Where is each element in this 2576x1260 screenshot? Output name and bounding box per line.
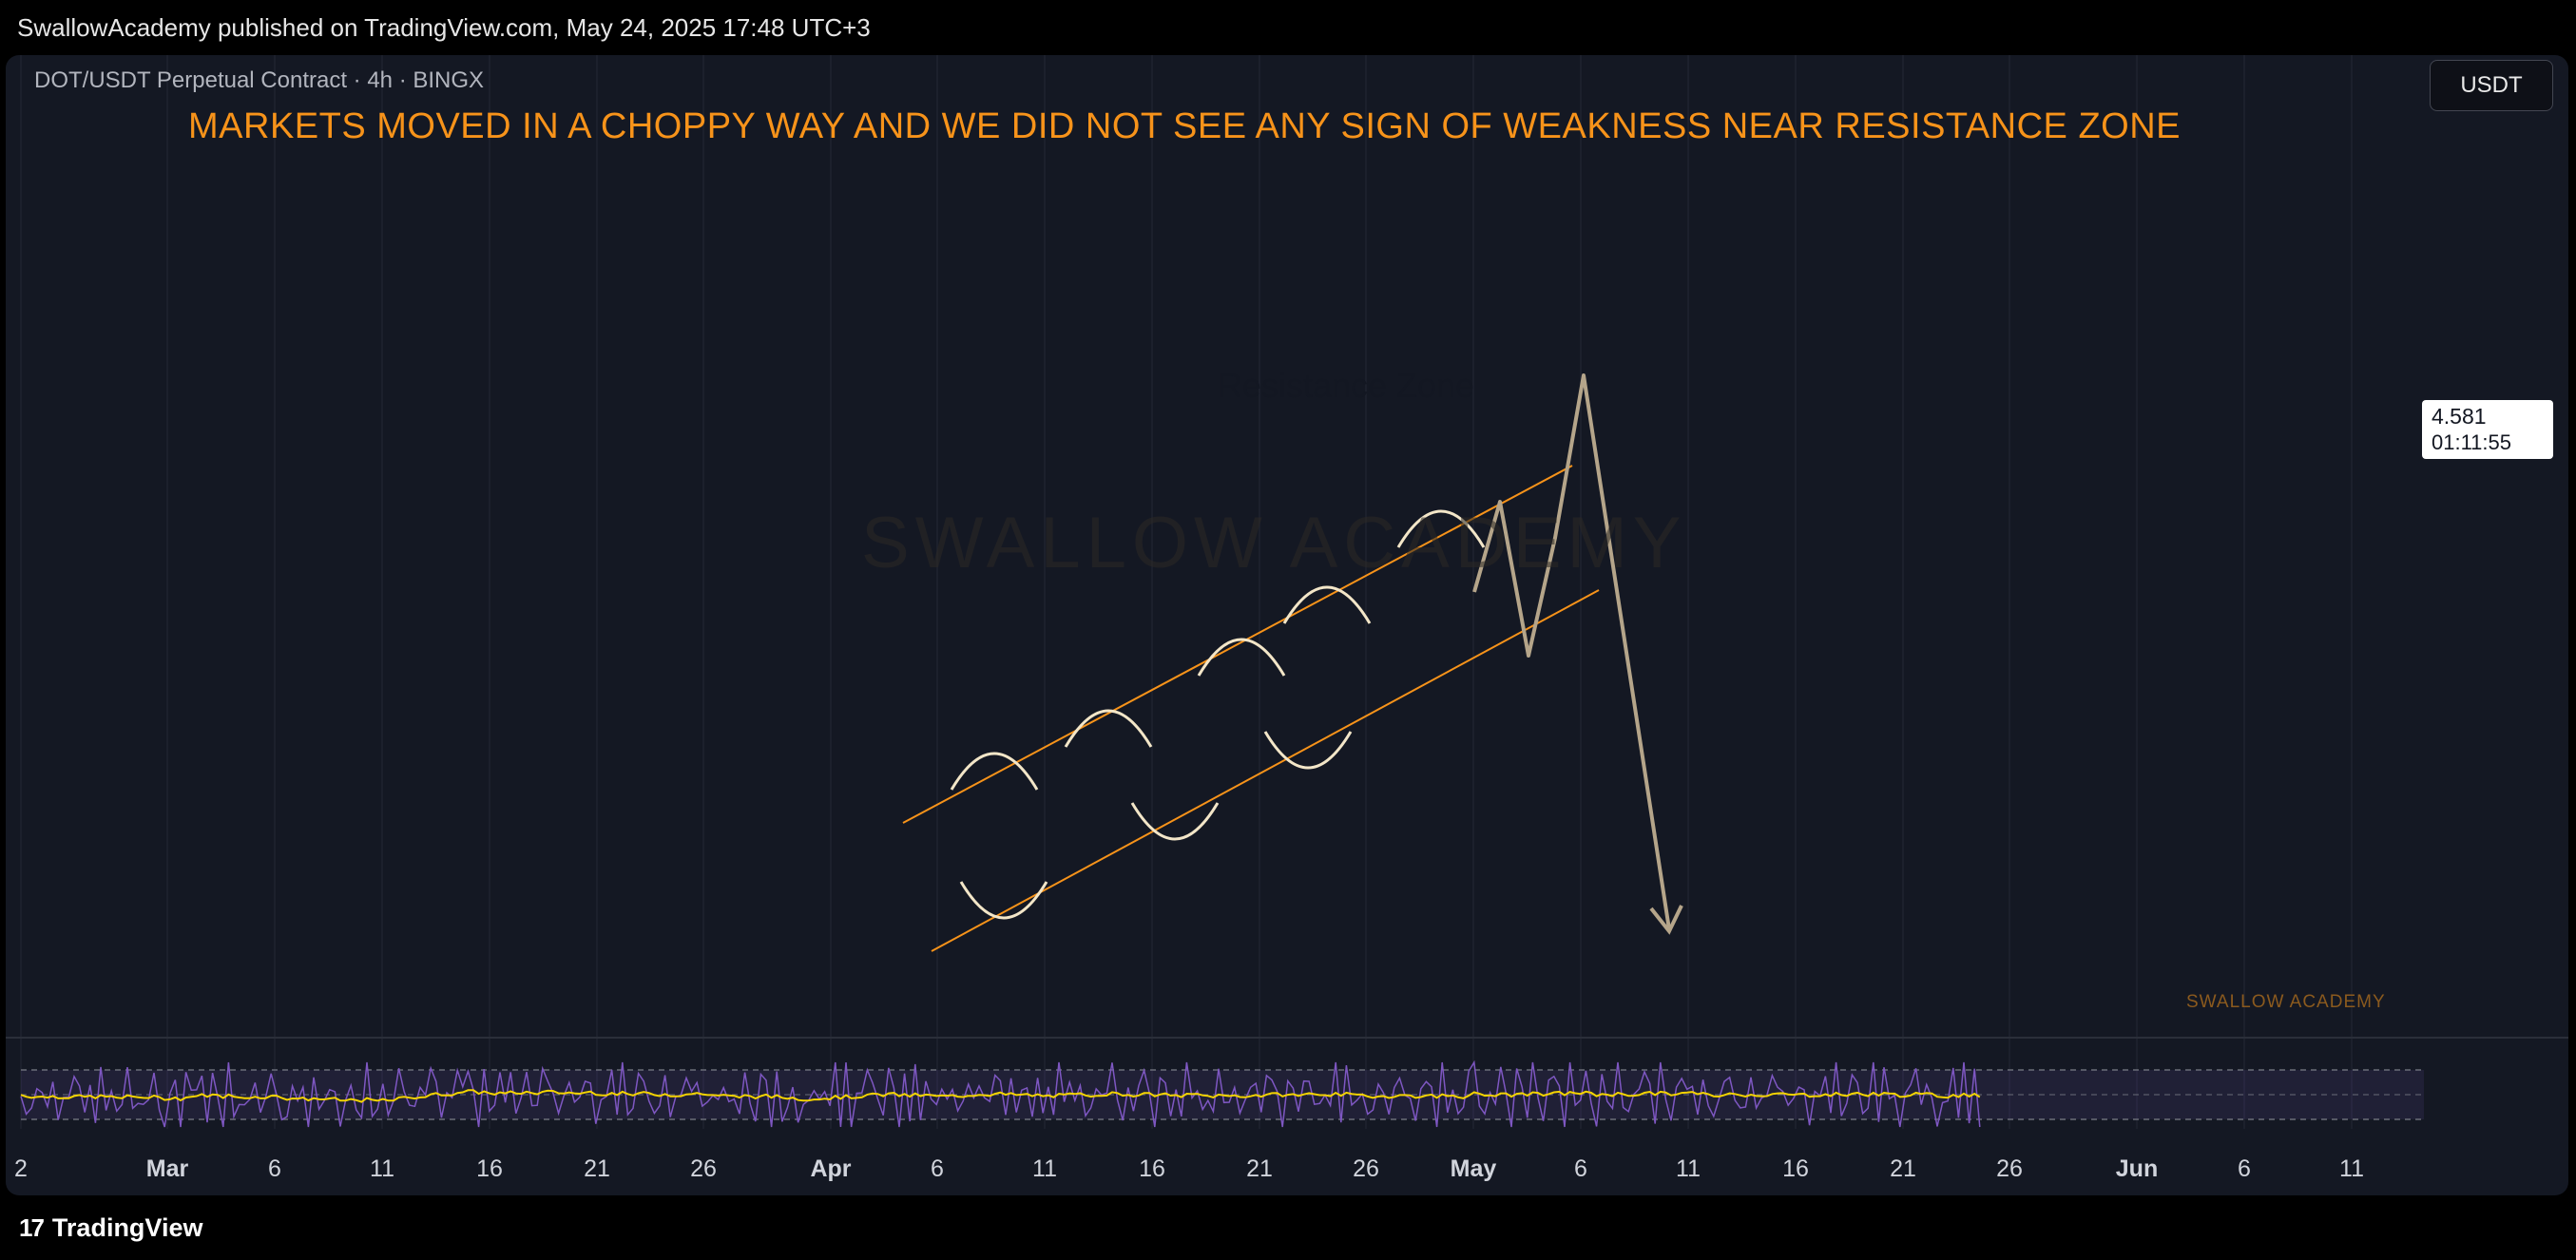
x-tick-label: 16 [1782, 1155, 1809, 1182]
x-tick-label: 16 [476, 1155, 503, 1182]
projection-arrowhead [1649, 905, 1683, 935]
x-tick-label: Jun [2116, 1155, 2158, 1182]
x-tick-label: 21 [1890, 1155, 1916, 1182]
footer: 17 TradingView [0, 1195, 2576, 1260]
rsi-ma-line [20, 1089, 1981, 1103]
x-tick-label: 11 [1032, 1155, 1057, 1182]
touch-arc [950, 752, 1039, 791]
x-tick-label: 11 [2339, 1155, 2364, 1182]
x-tick-label: 6 [2238, 1155, 2251, 1182]
symbol-label: DOT/USDT Perpetual Contract · 4h · BINGX [34, 67, 485, 93]
x-tick-label: 6 [1574, 1155, 1587, 1182]
x-tick-label: 26 [690, 1155, 717, 1182]
headline-annotation: MARKETS MOVED IN A CHOPPY WAY AND WE DID… [188, 106, 2181, 146]
x-tick-label: 6 [268, 1155, 281, 1182]
channel-lower-line [931, 589, 1600, 952]
currency-button[interactable]: USDT [2430, 60, 2553, 111]
x-tick-label: 11 [1676, 1155, 1701, 1182]
projection-path [1472, 373, 1671, 930]
touch-arc [1197, 638, 1286, 677]
x-tick-label: May [1451, 1155, 1497, 1182]
x-tick-label: Apr [810, 1155, 851, 1182]
x-tick-label: 2 [14, 1155, 28, 1182]
tradingview-logo[interactable]: 17 TradingView [19, 1213, 202, 1243]
x-tick-label: 26 [1353, 1155, 1379, 1182]
touch-arc [1263, 731, 1353, 770]
price-chart[interactable]: 5.2005.0004.8004.4004.2004.0003.8003.650… [6, 55, 2568, 1195]
touch-arc [959, 881, 1048, 920]
publish-info: SwallowAcademy published on TradingView.… [0, 0, 2576, 55]
center-watermark: SWALLOW ACADEMY [861, 503, 1687, 583]
x-tick-label: Mar [146, 1155, 189, 1182]
chart-frame[interactable]: 5.2005.0004.8004.4004.2004.0003.8003.650… [6, 55, 2568, 1195]
last-price-tag: 4.581 01:11:55 [2422, 400, 2553, 459]
touch-arc [1282, 585, 1372, 624]
last-price: 4.581 [2432, 404, 2487, 429]
x-tick-label: 21 [1246, 1155, 1273, 1182]
x-tick-label: 26 [1996, 1155, 2023, 1182]
x-tick-label: 6 [931, 1155, 944, 1182]
x-tick-label: 21 [584, 1155, 610, 1182]
rsi-line [20, 1060, 1981, 1128]
touch-arc [1064, 709, 1153, 748]
touch-arc [1130, 802, 1220, 841]
publish-line: SwallowAcademy published on TradingView.… [17, 12, 871, 42]
tradingview-logo-icon: 17 [19, 1212, 45, 1242]
corner-watermark: SWALLOW ACADEMY [2186, 992, 2386, 1012]
resistance-zone-label: Resistance Zone [1217, 366, 1475, 405]
x-tick-label: 16 [1139, 1155, 1165, 1182]
x-tick-label: 11 [370, 1155, 394, 1182]
touch-arc [1396, 509, 1486, 548]
tradingview-brand: TradingView [51, 1212, 203, 1242]
bar-countdown: 01:11:55 [2432, 430, 2512, 454]
